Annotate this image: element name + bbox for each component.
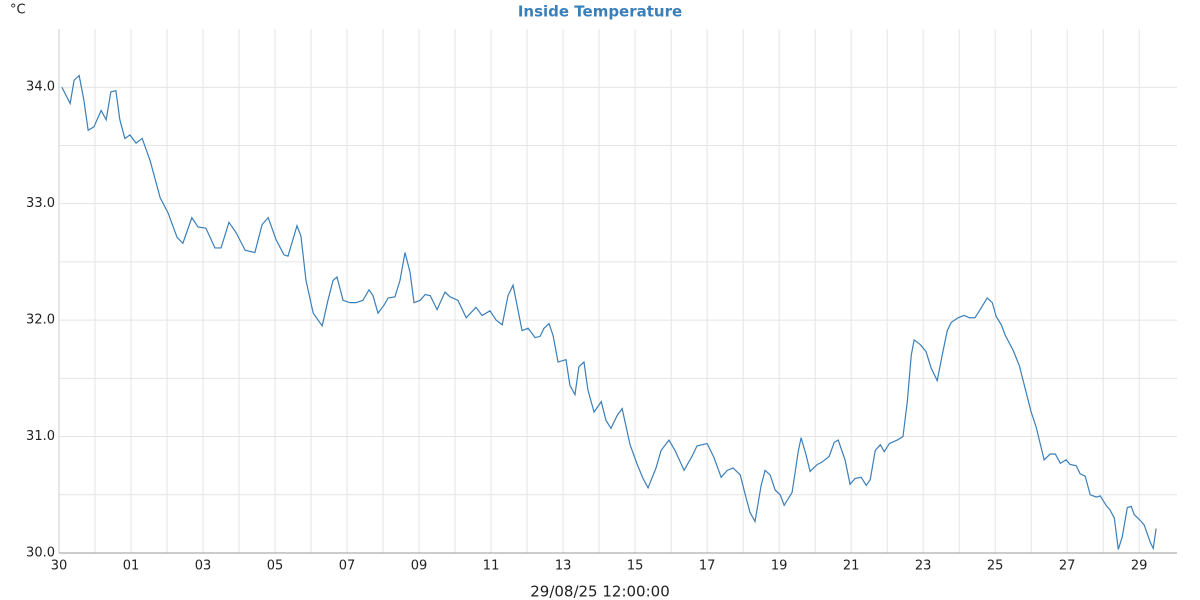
- x-tick-label: 07: [339, 559, 356, 574]
- x-tick-label: 05: [267, 559, 284, 574]
- x-tick-label: 03: [195, 559, 212, 574]
- x-tick-label: 15: [627, 559, 644, 574]
- chart-title: Inside Temperature: [518, 3, 682, 21]
- y-tick-label: 30.0: [26, 546, 55, 561]
- x-tick-label: 21: [843, 559, 860, 574]
- x-tick-label: 19: [771, 559, 788, 574]
- y-tick-label: 33.0: [26, 196, 55, 211]
- x-tick-label: 17: [699, 559, 716, 574]
- y-axis-unit: °C: [10, 3, 26, 18]
- x-tick-label: 01: [123, 559, 140, 574]
- y-tick-label: 32.0: [26, 313, 55, 328]
- y-tick-label: 31.0: [26, 429, 55, 444]
- x-tick-label: 13: [555, 559, 572, 574]
- x-tick-label: 30: [51, 559, 68, 574]
- x-axis-label: 29/08/25 12:00:00: [530, 583, 670, 600]
- x-tick-label: 29: [1131, 559, 1148, 574]
- x-tick-label: 23: [915, 559, 932, 574]
- x-tick-label: 25: [987, 559, 1004, 574]
- x-tick-label: 09: [411, 559, 428, 574]
- data-line: [61, 74, 1157, 551]
- x-tick-label: 11: [483, 559, 500, 574]
- y-tick-label: 34.0: [26, 80, 55, 95]
- x-tick-label: 27: [1059, 559, 1076, 574]
